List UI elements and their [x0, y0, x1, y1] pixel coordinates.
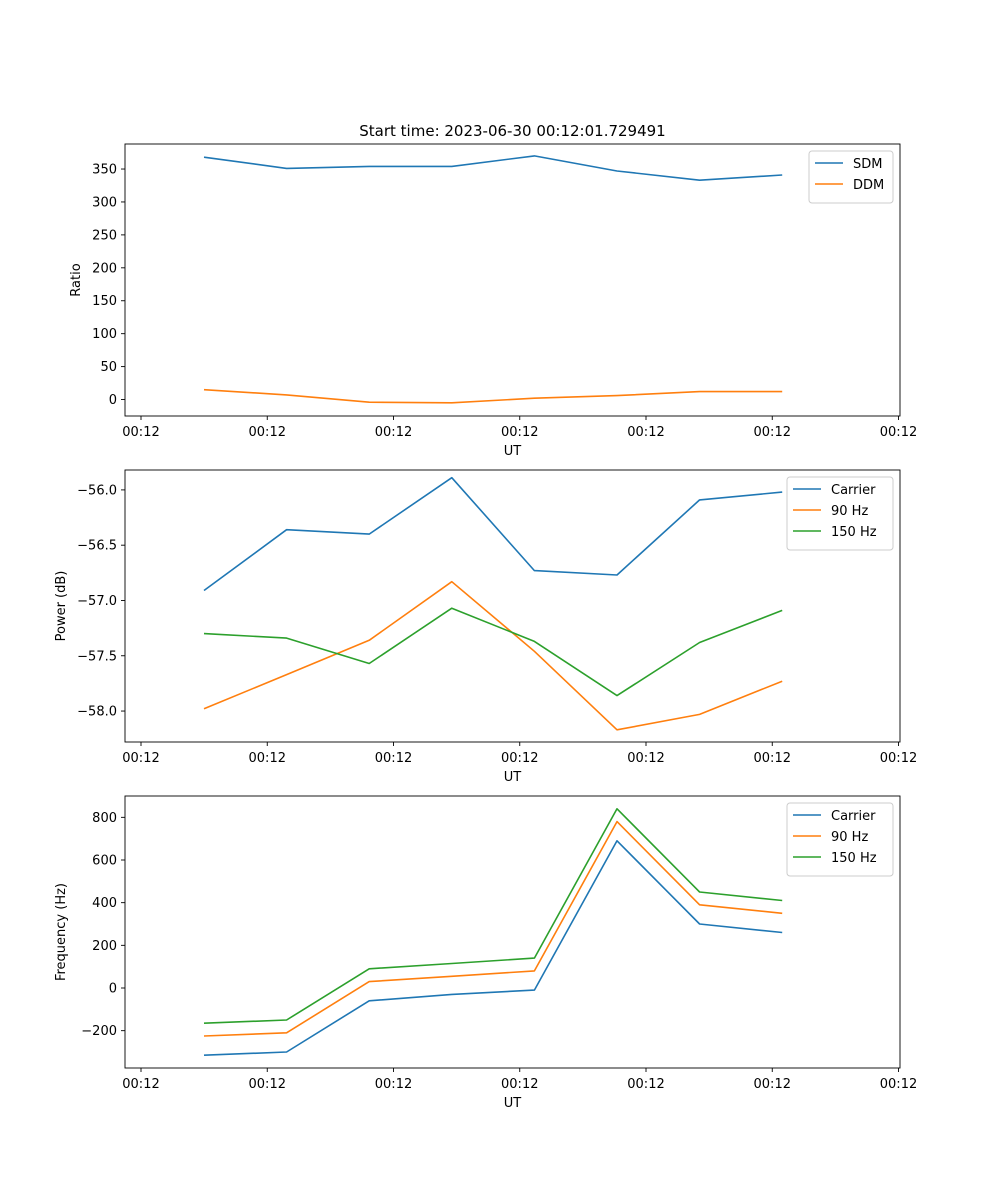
- x-tick-label: 00:12: [122, 751, 159, 766]
- y-axis-label: Frequency (Hz): [54, 883, 69, 981]
- x-tick-label: 00:12: [754, 751, 791, 766]
- y-tick-label: −57.0: [77, 594, 117, 609]
- y-tick-label: 250: [92, 228, 117, 243]
- series-line-150-hz: [203, 807, 783, 1024]
- series-line-carrier: [203, 476, 783, 592]
- x-tick-label: 00:12: [627, 751, 664, 766]
- series-line-carrier: [203, 839, 783, 1056]
- legend-label: 90 Hz: [831, 830, 868, 845]
- x-tick-label: 00:12: [249, 751, 286, 766]
- y-tick-label: 0: [109, 982, 117, 997]
- y-tick-label: 100: [92, 327, 117, 342]
- y-tick-label: 50: [100, 360, 117, 375]
- legend-label: Carrier: [831, 809, 876, 824]
- legend-label: Carrier: [831, 483, 876, 498]
- y-tick-label: 800: [92, 811, 117, 826]
- x-tick-label: 00:12: [754, 425, 791, 440]
- chart-panel-2: −58.0 −57.5 −57.0 −56.5 −56.0 00:12 00:12 00:12…: [54, 469, 917, 785]
- y-tick-label: 400: [92, 896, 117, 911]
- x-axis-label: UT: [504, 1096, 522, 1111]
- legend: Carrier 90 Hz 150 Hz: [786, 802, 894, 877]
- x-tick-label: 00:12: [375, 1077, 412, 1092]
- x-tick-label: 00:12: [501, 425, 538, 440]
- legend: Carrier 90 Hz 150 Hz: [786, 476, 894, 551]
- figure-title: Start time: 2023-06-30 00:12:01.729491: [359, 122, 665, 140]
- y-tick-label: 350: [92, 163, 117, 178]
- x-tick-label: 00:12: [375, 751, 412, 766]
- y-tick-label: 600: [92, 854, 117, 869]
- plot-frame: [124, 469, 901, 743]
- chart-panel-3: −200 0 200 400 600 800 00:12 00:12 00:12 00:12 00:…: [54, 795, 917, 1111]
- x-tick-label: 00:12: [122, 1077, 159, 1092]
- x-tick-label: 00:12: [627, 1077, 664, 1092]
- x-tick-label: 00:12: [122, 425, 159, 440]
- legend-label: 90 Hz: [831, 504, 868, 519]
- legend-label: SDM: [853, 157, 882, 172]
- legend-label: 150 Hz: [831, 851, 877, 866]
- series-line-sdm: [203, 155, 783, 181]
- series-line-90-hz: [203, 820, 783, 1037]
- legend-box: [808, 150, 894, 204]
- legend-label: 150 Hz: [831, 525, 877, 540]
- legend-label: DDM: [853, 178, 884, 193]
- plot-frame: [124, 143, 901, 417]
- x-tick-label: 00:12: [375, 425, 412, 440]
- legend: SDM DDM: [808, 150, 894, 204]
- y-tick-label: 300: [92, 195, 117, 210]
- x-tick-label: 00:12: [501, 1077, 538, 1092]
- chart-panels: 0 50 100 150 200 250 300 350 00:12 00:12 00:12 00:1…: [54, 143, 917, 1111]
- y-axis-label: Ratio: [69, 263, 84, 296]
- y-tick-label: 150: [92, 294, 117, 309]
- x-tick-label: 00:12: [249, 1077, 286, 1092]
- x-tick-label: 00:12: [501, 751, 538, 766]
- series-line-150-hz: [203, 607, 783, 697]
- x-tick-label: 00:12: [754, 1077, 791, 1092]
- x-tick-label: 00:12: [627, 425, 664, 440]
- series-line-90-hz: [203, 580, 783, 731]
- y-tick-label: 200: [92, 261, 117, 276]
- y-tick-label: −56.5: [77, 539, 117, 554]
- x-axis-label: UT: [504, 444, 522, 459]
- x-tick-label: 00:12: [880, 1077, 917, 1092]
- y-axis-label: Power (dB): [54, 571, 69, 642]
- x-tick-label: 00:12: [880, 425, 917, 440]
- series-line-ddm: [203, 388, 783, 404]
- y-tick-label: −58.0: [77, 705, 117, 720]
- x-axis-label: UT: [504, 770, 522, 785]
- x-tick-label: 00:12: [880, 751, 917, 766]
- y-tick-label: 0: [109, 393, 117, 408]
- plot-frame: [124, 795, 901, 1069]
- y-tick-label: 200: [92, 939, 117, 954]
- chart-panel-1: 0 50 100 150 200 250 300 350 00:12 00:12 00:12 00:1…: [69, 143, 917, 459]
- x-tick-label: 00:12: [249, 425, 286, 440]
- y-tick-label: −56.0: [77, 483, 117, 498]
- y-tick-label: −57.5: [77, 649, 117, 664]
- y-tick-label: −200: [81, 1024, 117, 1039]
